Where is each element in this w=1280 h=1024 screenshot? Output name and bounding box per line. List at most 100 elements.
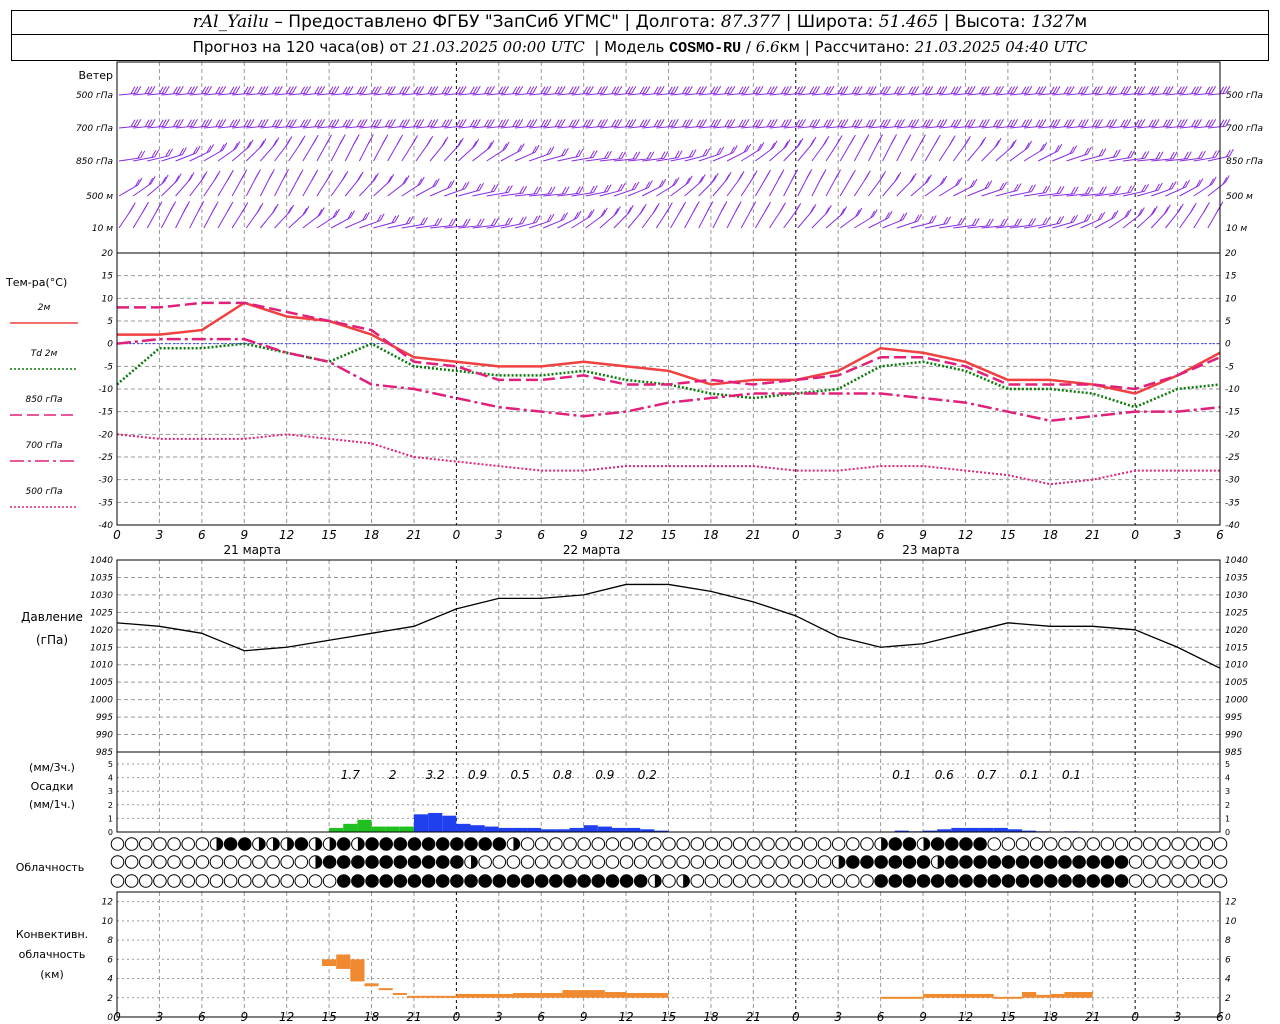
wind-barb-feather bbox=[163, 174, 169, 183]
wind-barb-feather bbox=[229, 119, 235, 128]
wind-barb-feather bbox=[897, 86, 902, 94]
y-tick-label: 12 bbox=[102, 898, 114, 908]
y-tick-label: 8 bbox=[107, 936, 113, 946]
wind-barb-feather bbox=[755, 86, 761, 94]
wind-barb-shaft bbox=[245, 145, 263, 162]
y-tick-label: 4 bbox=[107, 975, 113, 985]
wind-barb-feather bbox=[235, 141, 241, 149]
wind-barb-feather bbox=[505, 217, 510, 226]
wind-barb-feather bbox=[206, 145, 212, 154]
wind-barb-shaft bbox=[740, 177, 754, 197]
wind-barb-feather bbox=[730, 118, 736, 127]
wind-barb-feather bbox=[876, 136, 882, 145]
y-tick-label-right: 4 bbox=[1225, 975, 1231, 985]
wind-barb-feather bbox=[1225, 118, 1231, 127]
wind-barb-feather bbox=[1073, 214, 1078, 223]
wind-barb-feather bbox=[1092, 86, 1097, 95]
wind-barb-feather bbox=[204, 86, 210, 94]
wind-barb-feather bbox=[628, 119, 634, 127]
wind-barb-feather bbox=[896, 171, 902, 180]
wind-barb-feather bbox=[1059, 186, 1065, 194]
wind-barb-feather bbox=[1134, 86, 1140, 95]
cloud-clear-symbol bbox=[704, 855, 719, 869]
convective-segment bbox=[1064, 992, 1093, 998]
cloud-clear-symbol bbox=[803, 837, 818, 851]
alt-value: 1327 bbox=[1031, 12, 1075, 32]
wind-barb-shaft bbox=[486, 191, 509, 197]
cloud-overcast-symbol bbox=[534, 874, 549, 888]
wind-barb-feather bbox=[532, 118, 538, 127]
lon-value: 87.377 bbox=[720, 12, 781, 32]
wind-barb-feather bbox=[964, 119, 970, 128]
wind-barb-shaft bbox=[952, 143, 967, 162]
cloud-clear-symbol bbox=[732, 874, 747, 888]
wind-barb-feather bbox=[487, 119, 492, 127]
precip-total-label: 2 bbox=[389, 768, 397, 782]
precip-ylabel: (мм/3ч.) bbox=[29, 761, 75, 774]
wind-barb-shaft bbox=[1179, 157, 1202, 162]
cloud-clear-symbol bbox=[520, 837, 535, 851]
wind-barb-feather bbox=[1010, 86, 1016, 94]
hour-label: 0 bbox=[792, 528, 800, 542]
wind-barb-shaft bbox=[444, 188, 466, 197]
wind-barb-feather bbox=[549, 146, 555, 154]
wind-barb-feather bbox=[687, 175, 693, 184]
wind-barb-feather bbox=[304, 205, 310, 214]
temp-series-500-гПа bbox=[116, 433, 1220, 486]
wind-barb-feather bbox=[783, 86, 789, 94]
wind-barb-feather bbox=[727, 119, 733, 127]
y-tick-label: -20 bbox=[98, 430, 113, 440]
wind-barb-shaft bbox=[783, 144, 800, 162]
wind-barb-feather bbox=[682, 119, 687, 128]
precip-panel-frame bbox=[116, 751, 1221, 833]
wind-barb-feather bbox=[1038, 119, 1044, 127]
wind-barb-feather bbox=[300, 86, 306, 95]
wind-barb-feather bbox=[685, 177, 691, 185]
wind-barb-feather bbox=[391, 85, 396, 94]
cloud-partial-fill bbox=[258, 837, 266, 851]
wind-barb-feather bbox=[312, 137, 318, 145]
wind-barb-feather bbox=[840, 119, 846, 127]
wind-barb-shaft bbox=[839, 141, 852, 162]
wind-barb-shaft bbox=[387, 182, 406, 197]
wind-barb-feather bbox=[150, 85, 156, 94]
wind-barb-feather bbox=[568, 119, 574, 128]
wind-barb-feather bbox=[741, 86, 747, 94]
day-label: 23 марта bbox=[902, 543, 959, 557]
y-tick-label-right: 6 bbox=[1225, 955, 1231, 965]
wind-barb-feather bbox=[465, 218, 471, 227]
wind-barb-feather bbox=[1134, 119, 1140, 128]
convective-panel-frame bbox=[116, 891, 1221, 1018]
wind-barb-shaft bbox=[642, 157, 665, 162]
resolution-unit: км bbox=[779, 38, 800, 56]
wind-barb-feather bbox=[1197, 118, 1202, 127]
hour-label: 18 bbox=[1043, 528, 1059, 542]
wind-barb-feather bbox=[1039, 143, 1045, 152]
cloud-overcast-symbol bbox=[379, 874, 393, 888]
wind-barb-shaft bbox=[825, 213, 843, 229]
wind-barb-feather bbox=[1084, 147, 1089, 156]
wind-barb-shaft bbox=[797, 176, 809, 197]
wind-barb-feather bbox=[700, 174, 706, 182]
wind-barb-feather bbox=[659, 118, 665, 127]
provider: Предоставлено ФГБУ "ЗапСиб УГМС" bbox=[288, 12, 619, 32]
wind-barb-feather bbox=[271, 205, 277, 214]
wind-barb-feather bbox=[1172, 151, 1178, 160]
precip-total-label: 0.1 bbox=[1020, 768, 1039, 782]
wind-barb-feather bbox=[1097, 213, 1103, 221]
wind-barb-feather bbox=[137, 150, 143, 159]
wind-barb-feather bbox=[772, 85, 778, 94]
cloud-clear-symbol bbox=[648, 837, 662, 851]
wind-barb-feather bbox=[1190, 205, 1195, 213]
cloud-clear-symbol bbox=[633, 837, 648, 851]
wind-barb-feather bbox=[1165, 86, 1171, 94]
y-tick-label-right: 1020 bbox=[1225, 626, 1248, 636]
cloud-clear-symbol bbox=[1072, 837, 1086, 851]
cloud-clear-symbol bbox=[662, 874, 676, 888]
y-tick-label: -15 bbox=[98, 408, 113, 418]
wind-barb-feather bbox=[364, 211, 370, 220]
wind-barb-feather bbox=[843, 118, 849, 127]
wind-barb-feather bbox=[653, 86, 659, 95]
wind-barb-feather bbox=[611, 119, 617, 128]
wind-barb-feather bbox=[373, 119, 379, 127]
